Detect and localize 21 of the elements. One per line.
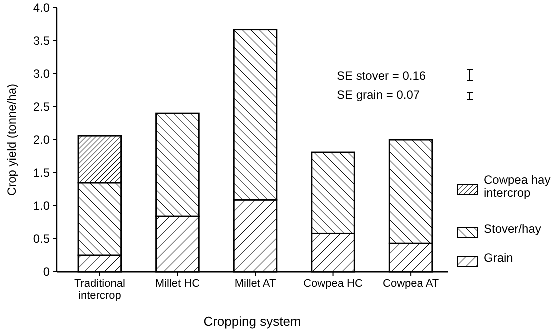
y-axis-title: Crop yield (tonne/ha) [5,84,19,196]
y-tick-label: 0.5 [33,232,50,246]
y-tick-label: 2.0 [33,133,50,148]
y-tick-label: 1.0 [33,199,50,214]
annotation: SE stover = 0.16 [337,69,426,83]
y-tick-label: 4.0 [33,1,50,16]
annotation: SE grain = 0.07 [337,88,420,102]
x-tick-label: Traditional intercrop [74,278,126,302]
x-tick-label: Millet AT [234,278,276,290]
x-tick-label: Cowpea AT [383,278,440,290]
x-tick-label: Millet HC [155,278,200,290]
y-tick-label: 3.5 [33,34,50,48]
x-tick-label: Cowpea HC [304,278,363,290]
y-tick-label: 0 [43,265,50,280]
y-tick-label: 3.0 [33,67,50,82]
legend-label: Cowpea hay intercrop [484,173,551,200]
legend-label: Grain [484,251,514,265]
y-tick-label: 1.5 [33,166,50,180]
y-tick-label: 2.5 [33,100,50,114]
legend-label: Stover/hay [484,222,542,236]
x-axis-title: Cropping system [204,314,302,329]
